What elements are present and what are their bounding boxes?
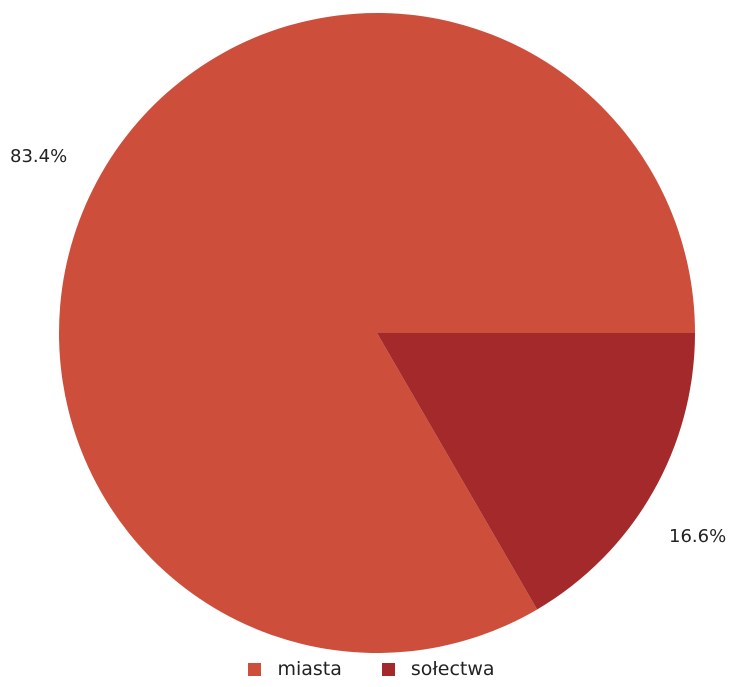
- pie-slices: [58, 13, 696, 654]
- slice-label-miasta: 83.4%: [10, 146, 68, 167]
- legend-swatch-solectwa: [381, 662, 395, 676]
- legend-label-solectwa: sołectwa: [410, 658, 495, 680]
- slice-label-solectwa: 16.6%: [669, 526, 727, 547]
- pie-slice-miasta: [58, 13, 696, 654]
- legend: miasta sołectwa: [0, 654, 743, 684]
- legend-swatch-miasta: [248, 662, 262, 676]
- pie-slice-solectwa: [377, 333, 695, 610]
- legend-item-miasta: miasta: [248, 658, 342, 680]
- legend-item-solectwa: sołectwa: [381, 658, 495, 680]
- legend-label-miasta: miasta: [277, 658, 342, 680]
